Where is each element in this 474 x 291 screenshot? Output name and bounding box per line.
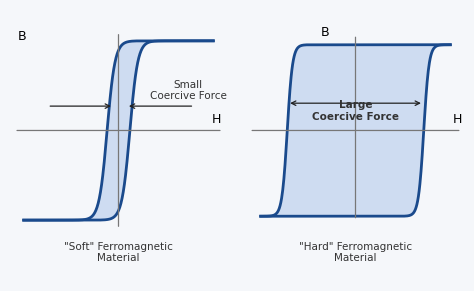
Text: Small
Coercive Force: Small Coercive Force	[150, 79, 227, 101]
Text: H: H	[453, 113, 462, 126]
Text: B: B	[321, 26, 329, 39]
Text: "Hard" Ferromagnetic
Material: "Hard" Ferromagnetic Material	[299, 242, 412, 263]
Polygon shape	[24, 41, 213, 220]
Text: "Soft" Ferromagnetic
Material: "Soft" Ferromagnetic Material	[64, 242, 173, 263]
Text: Large
Coercive Force: Large Coercive Force	[312, 100, 399, 122]
Text: H: H	[211, 113, 221, 126]
Text: B: B	[18, 30, 27, 42]
Polygon shape	[261, 45, 450, 216]
